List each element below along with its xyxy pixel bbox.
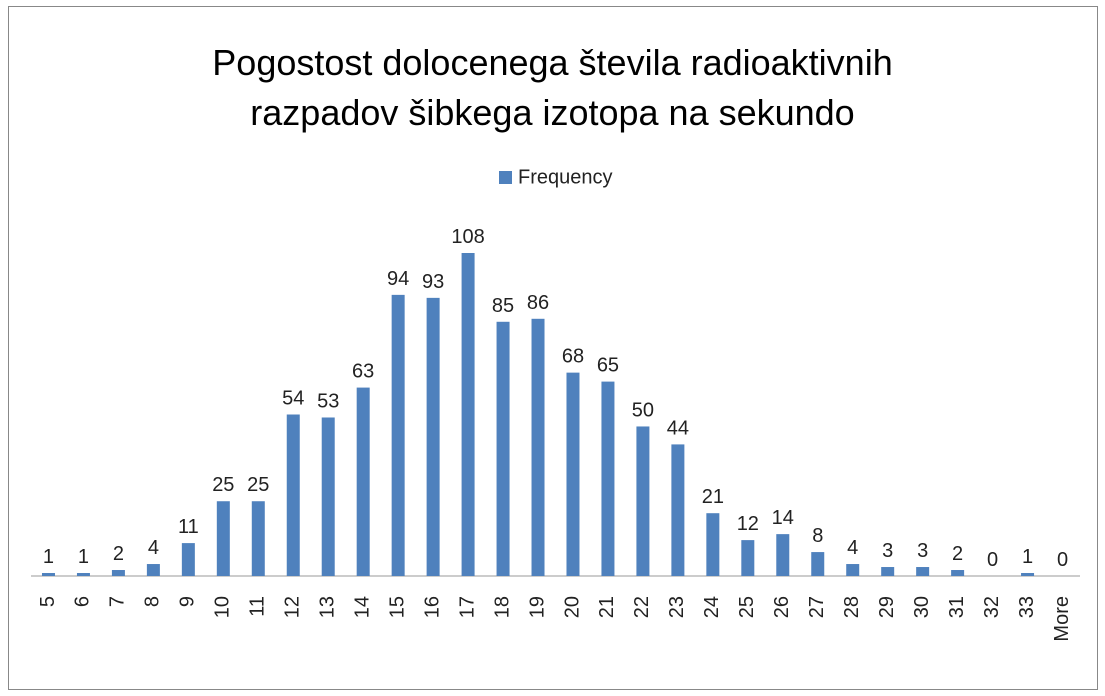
legend-label: Frequency <box>518 166 613 188</box>
legend-swatch <box>499 171 512 184</box>
bar <box>356 387 370 576</box>
bar <box>146 564 160 576</box>
x-tick-label: 19 <box>526 596 548 618</box>
x-tick-label: 23 <box>666 596 688 618</box>
data-label: 11 <box>178 516 199 538</box>
bar <box>496 321 510 576</box>
bar <box>426 297 440 576</box>
data-label: 25 <box>247 474 269 496</box>
data-label: 65 <box>597 355 619 377</box>
data-label: 14 <box>772 507 794 529</box>
bar <box>1021 573 1035 576</box>
x-tick-label: 32 <box>981 596 1003 618</box>
x-tick-label: 31 <box>946 596 968 618</box>
x-tick-label: 24 <box>701 596 723 618</box>
x-tick-label: 5 <box>37 596 59 607</box>
x-tick-label: 15 <box>386 596 408 618</box>
x-tick-label: 13 <box>316 596 338 618</box>
data-label: 86 <box>527 292 549 314</box>
bar <box>846 564 860 576</box>
x-tick-label: 10 <box>212 596 234 618</box>
chart-frame <box>8 6 1098 690</box>
bar <box>881 567 895 576</box>
data-label: 44 <box>667 417 689 439</box>
data-label: 54 <box>282 388 304 410</box>
bar <box>251 501 265 576</box>
data-label: 1 <box>1022 546 1033 568</box>
data-label: 4 <box>847 537 858 559</box>
x-tick-label: 14 <box>351 596 373 618</box>
bar <box>321 417 335 576</box>
x-tick-label: 33 <box>1016 596 1038 618</box>
data-label: 25 <box>212 474 234 496</box>
title-box: Pogostost dolocenega števila radioaktivn… <box>0 38 1105 138</box>
x-tick-label: 20 <box>561 596 583 618</box>
bar <box>951 570 965 576</box>
bar <box>286 414 300 576</box>
data-label: 94 <box>387 268 409 290</box>
x-tick-label: 21 <box>596 596 618 618</box>
bar <box>531 318 545 576</box>
x-tick-label: More <box>1051 596 1073 642</box>
data-label: 93 <box>422 271 444 293</box>
bar <box>111 570 125 576</box>
data-label: 68 <box>562 346 584 368</box>
x-tick-label: 28 <box>841 596 863 618</box>
data-label: 108 <box>451 226 484 248</box>
bar <box>461 253 475 576</box>
data-label: 4 <box>148 537 159 559</box>
x-tick-label: 26 <box>771 596 793 618</box>
bar <box>391 294 405 576</box>
data-label: 8 <box>812 525 823 547</box>
data-label: 0 <box>987 549 998 571</box>
data-label: 12 <box>737 513 759 535</box>
data-label: 63 <box>352 361 374 383</box>
x-tick-label: 6 <box>72 596 94 607</box>
x-tick-label: 12 <box>282 596 304 618</box>
x-tick-label: 11 <box>247 596 269 617</box>
bar <box>741 540 755 576</box>
data-label: 0 <box>1057 549 1068 571</box>
bar <box>916 567 930 576</box>
x-tick-label: 25 <box>736 596 758 618</box>
bar <box>566 372 580 576</box>
data-label: 53 <box>317 390 339 412</box>
x-tick-label: 16 <box>421 596 443 618</box>
data-label: 3 <box>882 540 893 562</box>
data-label: 21 <box>702 486 724 508</box>
bar <box>706 513 720 576</box>
x-tick-label: 7 <box>107 596 129 607</box>
bar <box>76 573 90 576</box>
bar <box>41 573 55 576</box>
x-tick-label: 8 <box>142 596 164 607</box>
data-label: 1 <box>43 546 54 568</box>
x-tick-label: 29 <box>876 596 898 618</box>
bar <box>216 501 230 576</box>
x-tick-label: 9 <box>177 596 199 607</box>
x-tick-label: 18 <box>491 596 513 618</box>
x-tick-label: 22 <box>631 596 653 618</box>
x-tick-label: 27 <box>806 596 828 618</box>
bar <box>601 381 615 576</box>
bar <box>636 426 650 576</box>
data-label: 85 <box>492 295 514 317</box>
data-label: 1 <box>78 546 89 568</box>
data-label: 2 <box>952 543 963 565</box>
bar <box>811 552 825 576</box>
bar <box>671 444 685 576</box>
data-label: 50 <box>632 399 654 421</box>
bar <box>181 543 195 576</box>
chart-title: Pogostost dolocenega števila radioaktivn… <box>212 42 893 133</box>
data-label: 2 <box>113 543 124 565</box>
x-tick-label: 17 <box>456 596 478 618</box>
data-label: 3 <box>917 540 928 562</box>
bar <box>776 534 790 576</box>
x-tick-label: 30 <box>911 596 933 618</box>
